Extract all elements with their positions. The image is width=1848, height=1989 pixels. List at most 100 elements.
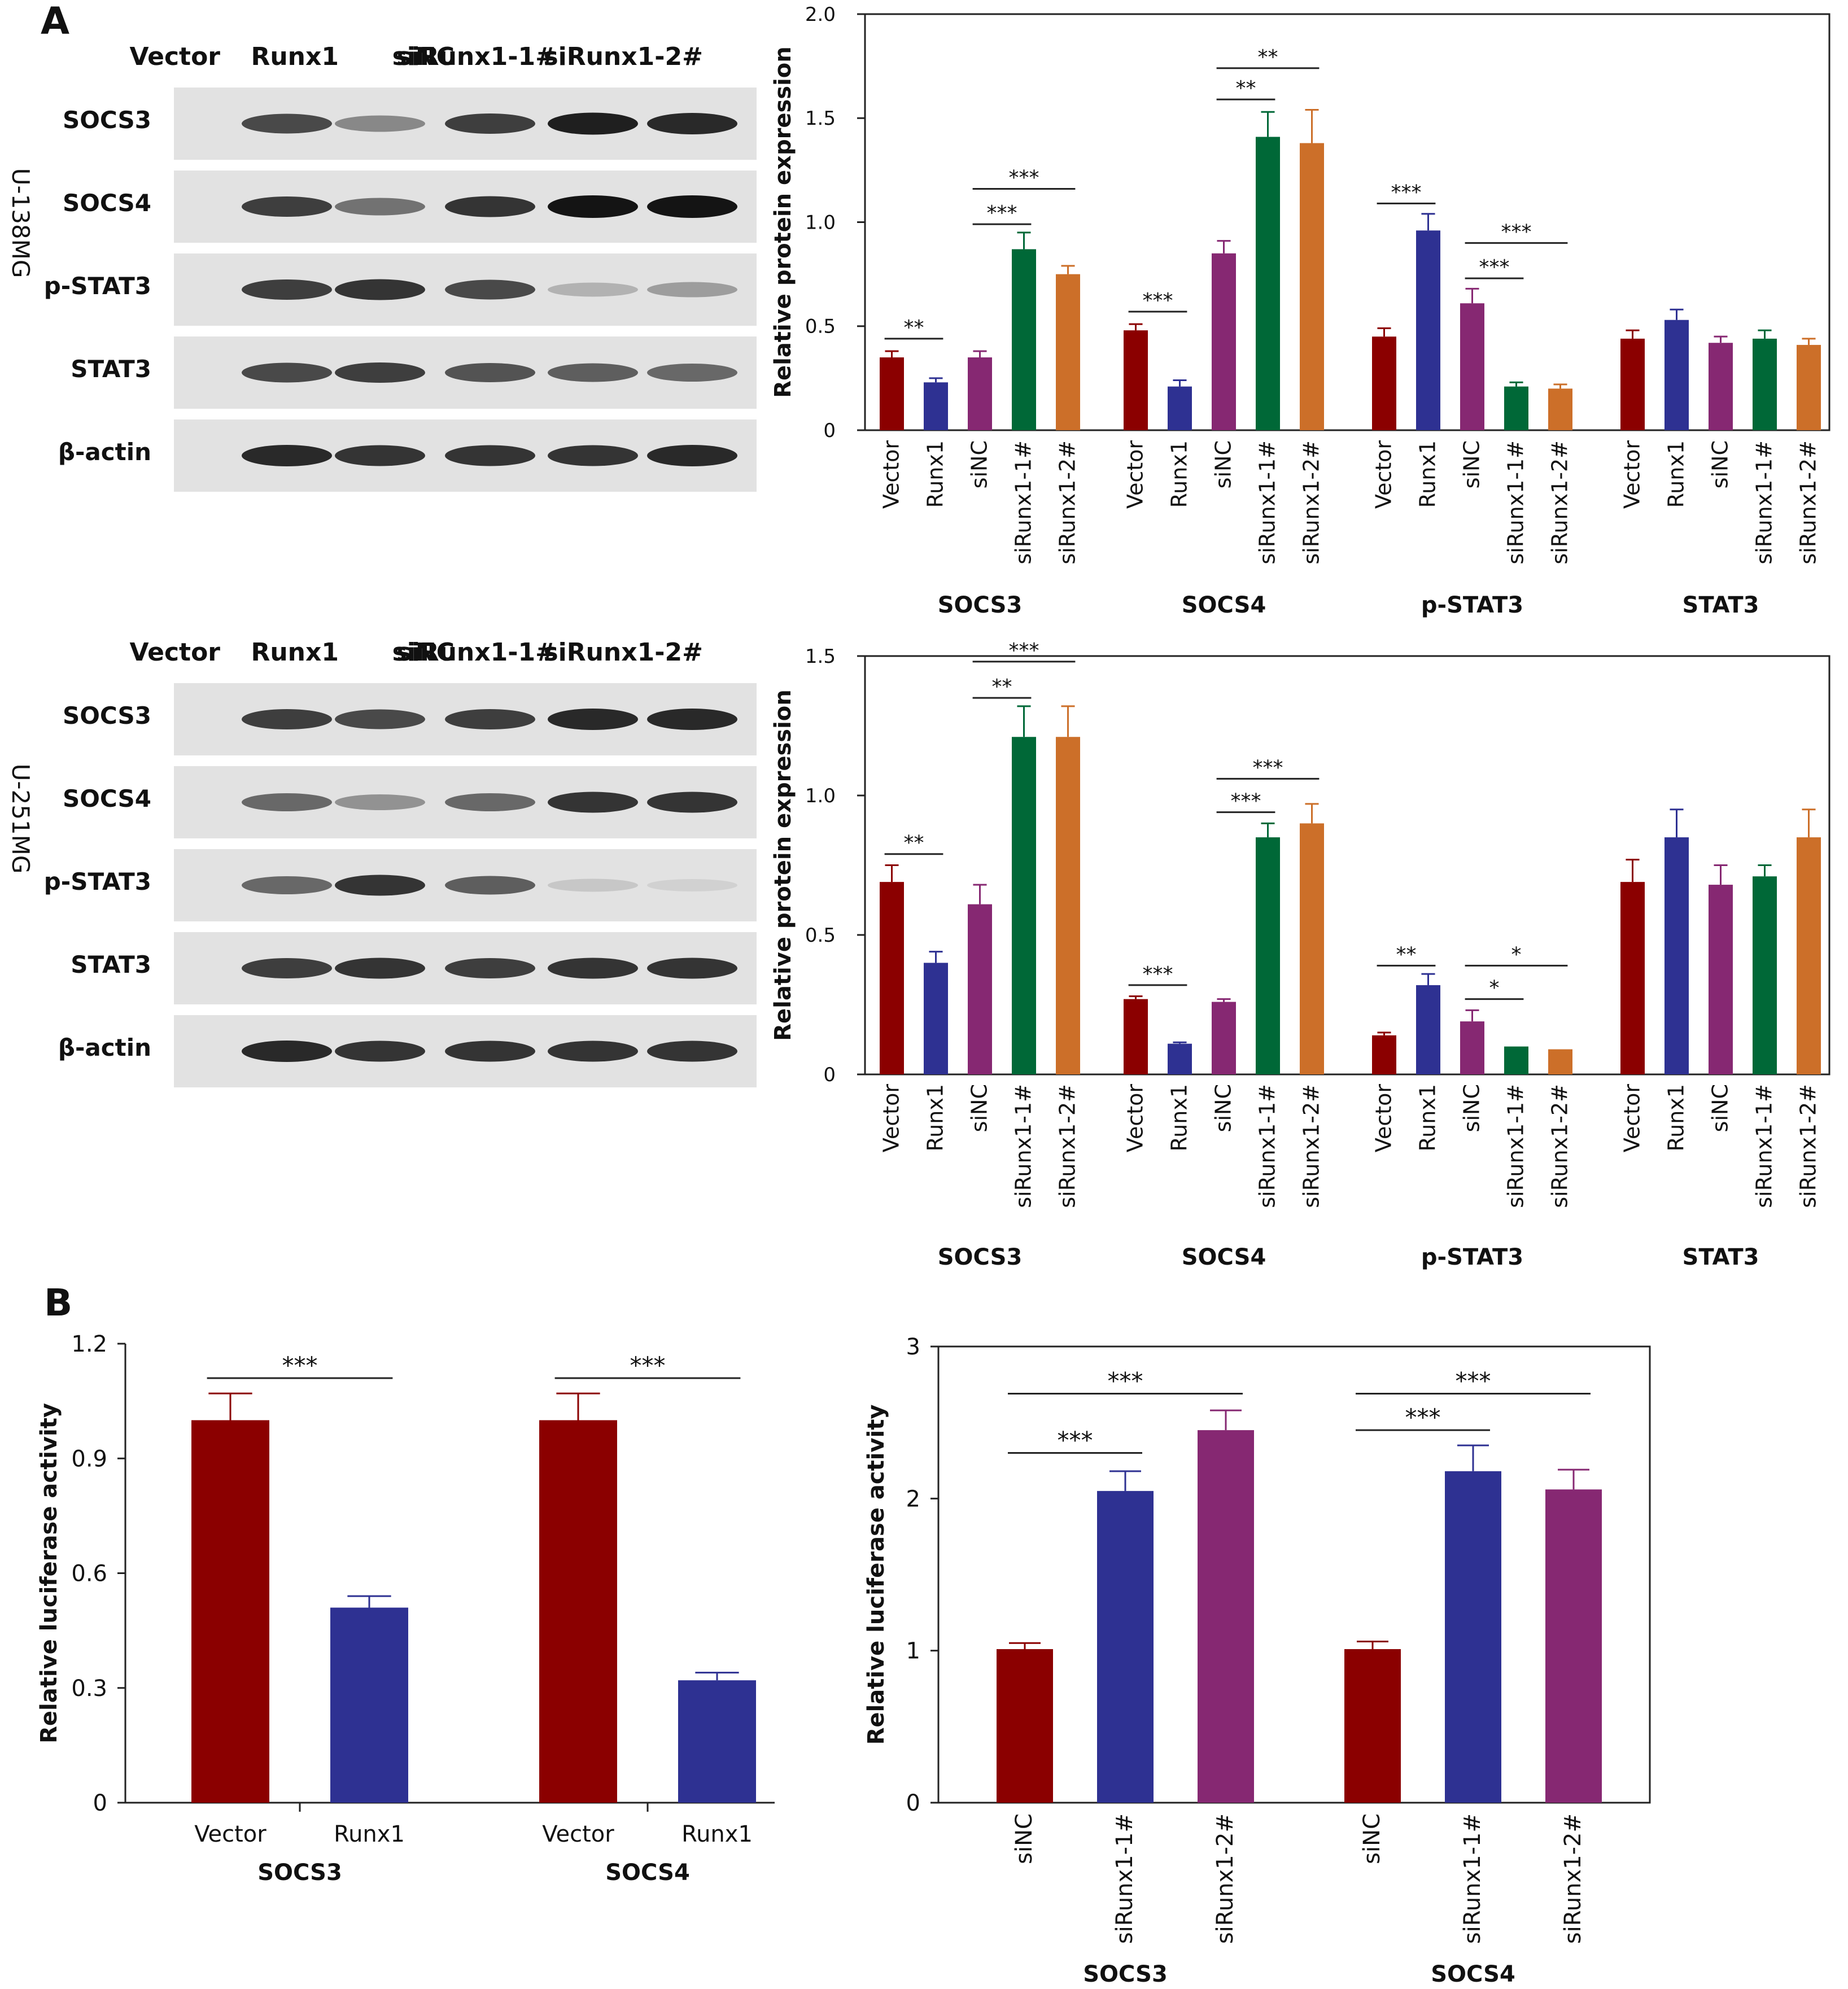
bar bbox=[968, 904, 992, 1074]
x-tick-label: Runx1 bbox=[1167, 1084, 1192, 1152]
bar bbox=[1168, 1043, 1192, 1074]
x-tick-label: siRunx1-2# bbox=[1548, 440, 1572, 565]
x-tick-label: siRunx1-1# bbox=[1011, 440, 1036, 565]
blot-band bbox=[335, 958, 425, 979]
significance-label: ** bbox=[1396, 943, 1417, 966]
blot-band bbox=[445, 363, 535, 382]
x-tick-label: siNC bbox=[1359, 1813, 1385, 1864]
x-tick-label: Runx1 bbox=[334, 1821, 405, 1847]
bar bbox=[1753, 876, 1777, 1074]
x-tick-label: Vector bbox=[1620, 440, 1645, 509]
y-tick-label: 3 bbox=[906, 1334, 920, 1360]
blot-band bbox=[548, 112, 638, 135]
y-tick-label: 0.5 bbox=[805, 316, 836, 338]
y-tick-label: 0.5 bbox=[805, 924, 836, 947]
x-tick-label: siNC bbox=[1011, 1813, 1037, 1864]
bar bbox=[1198, 1430, 1254, 1803]
bar-charts: 0 0.5 1.0 1.5 2.0 Relative protein expression… bbox=[36, 3, 1830, 1987]
bar bbox=[1256, 137, 1280, 431]
protein-label: STAT3 bbox=[71, 355, 151, 383]
chart-0: 0 0.5 1.0 1.5 2.0 Relative protein expression… bbox=[770, 3, 1830, 618]
bar bbox=[1797, 344, 1821, 430]
x-tick-label: siRunx1-2# bbox=[1560, 1813, 1586, 1944]
blot-band bbox=[335, 1041, 425, 1062]
y-axis-title: Relative luciferase activity bbox=[863, 1405, 889, 1745]
significance-label: ** bbox=[904, 832, 924, 855]
significance-label: *** bbox=[1009, 639, 1039, 662]
blot-band bbox=[445, 958, 535, 978]
y-tick-label: 1.5 bbox=[805, 645, 836, 668]
blot-band bbox=[445, 709, 535, 729]
x-tick-label: siRunx1-1# bbox=[1460, 1813, 1486, 1944]
panel-label-a: A bbox=[41, 0, 69, 43]
group-label: SOCS3 bbox=[257, 1860, 342, 1886]
plot-frame bbox=[864, 655, 1830, 1076]
x-tick-label: siNC bbox=[967, 1084, 992, 1132]
blot-band bbox=[445, 793, 535, 811]
blot-band bbox=[647, 364, 737, 382]
bar bbox=[1445, 1471, 1501, 1803]
bar bbox=[1372, 1035, 1396, 1074]
blot-band bbox=[335, 794, 425, 810]
x-tick-label: siNC bbox=[967, 440, 992, 488]
y-tick-label: 0 bbox=[906, 1790, 920, 1816]
y-axis-title: Relative protein expression bbox=[770, 46, 796, 398]
blot-band bbox=[242, 362, 332, 383]
blot-band bbox=[647, 1041, 737, 1062]
group-label: SOCS4 bbox=[1182, 1244, 1266, 1270]
bar bbox=[1548, 1049, 1572, 1074]
x-tick-label: siRunx1-2# bbox=[1548, 1084, 1572, 1208]
bar bbox=[924, 382, 948, 430]
blot-band bbox=[445, 196, 535, 217]
x-tick-label: Vector bbox=[194, 1821, 267, 1847]
x-tick-label: Runx1 bbox=[1664, 1084, 1689, 1152]
y-tick-label: 2.0 bbox=[805, 3, 836, 26]
significance-label: *** bbox=[1143, 963, 1173, 986]
blot-band bbox=[335, 875, 425, 896]
blot-band bbox=[242, 113, 332, 134]
x-tick-label: Vector bbox=[1371, 440, 1396, 509]
group-label: p-STAT3 bbox=[1421, 592, 1523, 618]
lane-label: siRunx1-1# bbox=[396, 638, 556, 667]
bar bbox=[1300, 823, 1324, 1074]
plot-frame bbox=[937, 1345, 1651, 1804]
lane-label: siRunx1-2# bbox=[543, 42, 703, 71]
blot-band bbox=[242, 709, 332, 729]
x-tick-label: siRunx1-2# bbox=[1299, 440, 1324, 565]
bar bbox=[1056, 737, 1080, 1074]
group-label: SOCS4 bbox=[1431, 1961, 1515, 1987]
bar bbox=[1548, 388, 1572, 430]
bar bbox=[1124, 330, 1148, 430]
blot-band bbox=[548, 195, 638, 218]
blot-band bbox=[242, 445, 332, 466]
significance-label: *** bbox=[1391, 181, 1422, 204]
blot-band bbox=[445, 113, 535, 134]
x-tick-label: Runx1 bbox=[681, 1821, 753, 1847]
bar bbox=[1124, 999, 1148, 1074]
y-tick-label: 0.3 bbox=[71, 1676, 107, 1702]
protein-label: STAT3 bbox=[71, 951, 151, 978]
blot-band bbox=[335, 198, 425, 216]
bar bbox=[1664, 837, 1689, 1074]
significance-label: *** bbox=[1058, 1427, 1093, 1454]
y-tick-label: 1.5 bbox=[805, 107, 836, 130]
x-tick-label: Vector bbox=[1123, 1084, 1148, 1152]
bar bbox=[1056, 274, 1080, 430]
blot-band bbox=[335, 115, 425, 132]
x-tick-label: Vector bbox=[1371, 1084, 1396, 1152]
bar bbox=[1344, 1649, 1401, 1803]
protein-label: p-STAT3 bbox=[44, 868, 151, 895]
group-label: SOCS3 bbox=[938, 1244, 1023, 1270]
bar bbox=[1256, 837, 1280, 1074]
significance-label: *** bbox=[282, 1352, 318, 1379]
blot-band bbox=[647, 195, 737, 218]
blot-band bbox=[647, 282, 737, 298]
bar bbox=[1097, 1490, 1154, 1803]
bar bbox=[1753, 338, 1777, 430]
bar bbox=[1372, 336, 1396, 430]
x-tick-label: siRunx1-2# bbox=[1055, 1084, 1080, 1208]
bar bbox=[678, 1680, 756, 1803]
chart-1: 0 0.5 1.0 1.5 Relative protein expression Vec… bbox=[770, 639, 1830, 1270]
blot-band bbox=[647, 958, 737, 979]
protein-label: β-actin bbox=[58, 1034, 151, 1061]
